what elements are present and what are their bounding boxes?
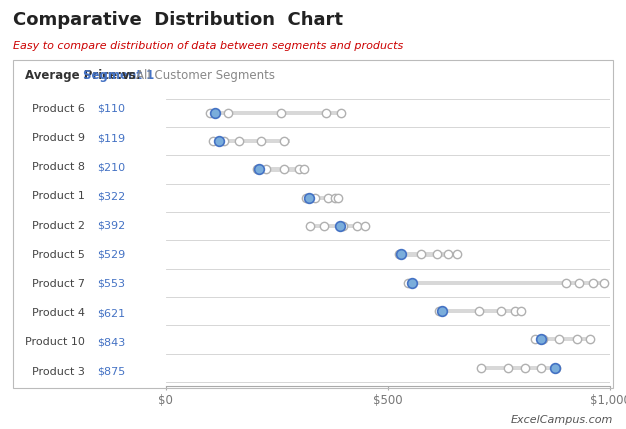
- Text: $392: $392: [97, 221, 125, 231]
- Text: Product 2: Product 2: [31, 221, 85, 231]
- Text: Product 4: Product 4: [31, 308, 85, 318]
- Text: $529: $529: [97, 250, 125, 260]
- Bar: [208, 111, 344, 115]
- Text: Product 1: Product 1: [32, 191, 85, 202]
- Bar: [210, 139, 290, 143]
- Text: $875: $875: [97, 366, 125, 377]
- Text: Average Price:: Average Price:: [25, 69, 126, 82]
- Bar: [304, 196, 339, 200]
- Text: Product 8: Product 8: [31, 162, 85, 172]
- Bar: [437, 309, 521, 313]
- Text: Comparative  Distribution  Chart: Comparative Distribution Chart: [13, 11, 342, 29]
- Text: $553: $553: [97, 279, 125, 289]
- Text: $119: $119: [97, 133, 125, 143]
- Text: Product 9: Product 9: [31, 133, 85, 143]
- Text: Easy to compare distribution of data between segments and products: Easy to compare distribution of data bet…: [13, 41, 403, 51]
- Bar: [480, 366, 557, 370]
- Bar: [308, 224, 366, 228]
- Text: Product 3: Product 3: [32, 366, 85, 377]
- Text: ExcelCampus.com: ExcelCampus.com: [511, 415, 613, 425]
- Text: vs.: vs.: [122, 69, 141, 82]
- Bar: [406, 281, 606, 285]
- Text: $110: $110: [97, 104, 125, 114]
- Text: Product 5: Product 5: [32, 250, 85, 260]
- Text: Product 7: Product 7: [31, 279, 85, 289]
- Text: Segment 1: Segment 1: [83, 69, 154, 82]
- Text: All Customer Segments: All Customer Segments: [136, 69, 275, 82]
- Text: $210: $210: [97, 162, 125, 172]
- Bar: [255, 167, 306, 172]
- Bar: [533, 337, 593, 341]
- Text: $322: $322: [97, 191, 125, 202]
- Text: $621: $621: [97, 308, 125, 318]
- Bar: [397, 252, 459, 257]
- Text: Product 10: Product 10: [24, 337, 85, 347]
- Text: Product 6: Product 6: [32, 104, 85, 114]
- Text: $843: $843: [97, 337, 125, 347]
